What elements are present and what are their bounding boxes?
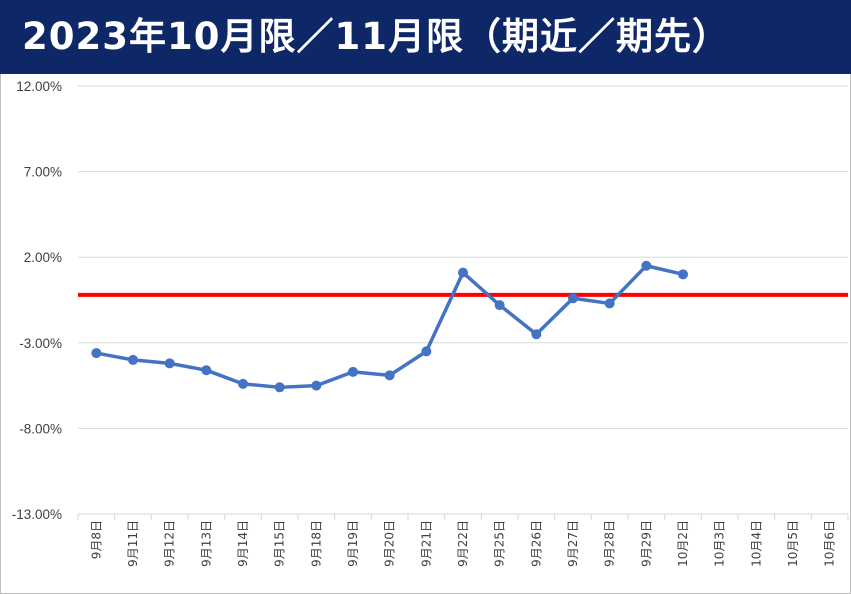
data-point [311,380,322,391]
x-tick-label: 9月21日 [419,520,433,567]
x-tick-label: 9月29日 [639,520,653,567]
data-point [164,358,175,369]
x-tick-label: 9月12日 [163,520,177,567]
data-point [91,348,102,359]
data-point [274,382,285,393]
x-tick-label: 9月20日 [383,520,397,567]
data-point [458,267,468,278]
gridlines [78,85,848,515]
x-tick-label: 9月19日 [346,520,360,567]
series-line [96,264,684,390]
data-point [421,346,432,357]
x-tick-label: 9月22日 [456,520,470,567]
x-tick-label: 10月6日 [823,520,837,567]
data-point [604,298,615,309]
chart-title: 2023年10月限／11月限（期近／期先） [0,0,851,74]
y-tick-label: 2.00% [24,250,62,265]
data-point [641,260,652,271]
y-tick-label: 7.00% [24,165,62,180]
x-tick-label: 9月18日 [309,520,323,567]
x-tick-label: 9月27日 [566,520,580,567]
x-tick-label: 9月11日 [126,520,140,567]
data-point [531,329,542,340]
x-tick-label: 10月4日 [749,520,763,567]
x-tick-label: 9月13日 [199,520,213,567]
y-axis: 12.00% 7.00% 2.00% -3.00% -8.00% -13.00% [12,79,62,522]
x-tick-label: 10月5日 [786,520,800,567]
y-tick-label: -8.00% [19,421,62,436]
x-tick-label: 9月26日 [529,520,543,567]
data-point [568,293,578,304]
x-tick-label: 9月25日 [493,520,507,567]
series-layer [91,260,688,393]
data-point [384,370,395,381]
x-tick-label: 9月8日 [89,520,103,559]
data-point [128,354,138,365]
y-tick-label: -3.00% [19,336,62,351]
x-tick-label: 9月28日 [603,520,617,567]
y-tick-label: 12.00% [16,79,62,94]
x-tick-label: 10月3日 [713,520,727,567]
x-tick-label: 10月2日 [676,520,690,567]
data-point [348,366,358,377]
x-tick-label: 9月15日 [273,520,287,567]
data-point [494,300,505,311]
data-point [678,269,688,280]
x-tick-label: 9月14日 [236,520,250,567]
data-point [201,365,212,376]
x-axis: 9月8日 9月11日 9月12日 9月13日 9月14日 9月15日 9月18日 9月19日 9… [77,514,849,567]
data-point [238,378,248,389]
y-tick-label: -13.00% [12,507,62,522]
